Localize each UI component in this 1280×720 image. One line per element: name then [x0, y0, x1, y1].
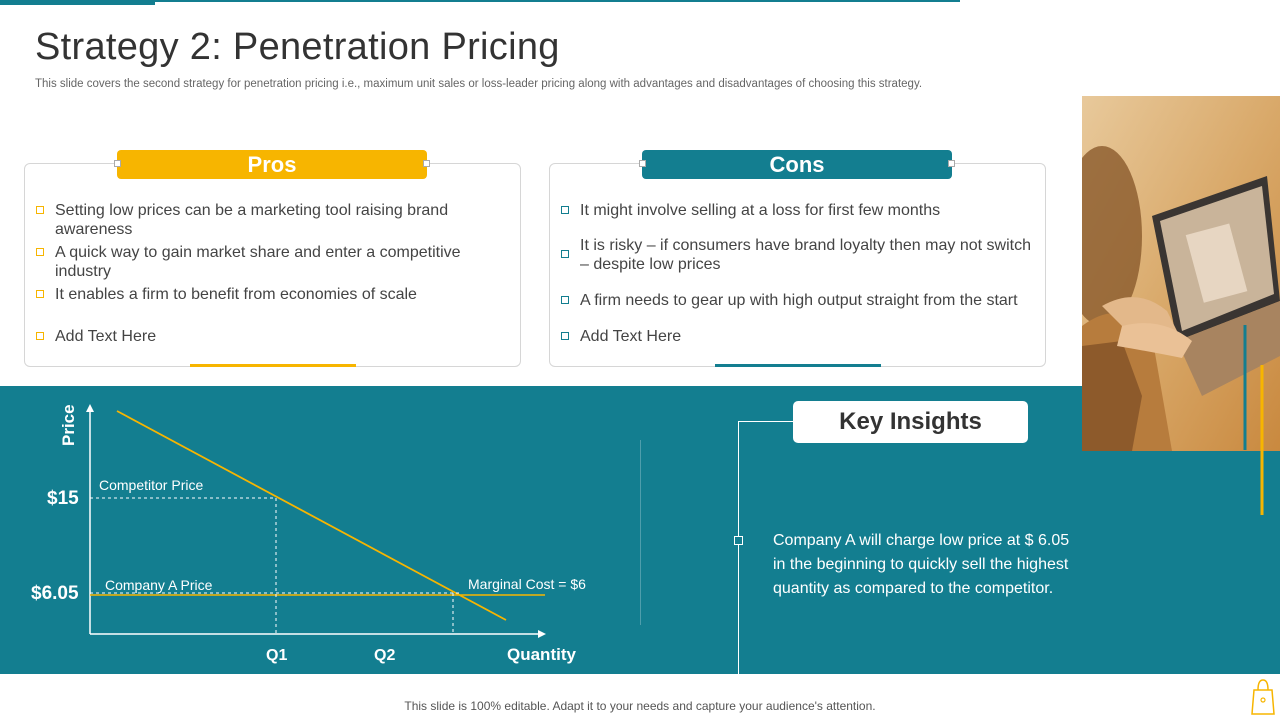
footer-note: This slide is 100% editable. Adapt it to…	[404, 699, 876, 713]
marginal-cost-label: Marginal Cost = $6	[468, 576, 586, 592]
cons-item: It might involve selling at a loss for f…	[561, 201, 1031, 220]
header-handle-right	[948, 160, 955, 167]
demand-line	[116, 410, 507, 621]
chart-divider	[640, 440, 641, 625]
insights-band	[0, 386, 1280, 674]
competitor-price-label: Competitor Price	[99, 477, 203, 493]
y-axis-label: Price	[59, 404, 78, 446]
top-rule-accent	[0, 0, 155, 5]
pros-header: Pros	[114, 150, 430, 179]
x-axis-arrow	[538, 630, 546, 638]
y-axis-arrow	[86, 404, 94, 412]
cons-item: Add Text Here	[561, 327, 1031, 346]
photo-accent-lines	[1243, 325, 1264, 515]
insights-connector-vertical	[738, 421, 739, 674]
header-handle-right	[423, 160, 430, 167]
square-bullet-icon	[561, 332, 569, 340]
company-price-label: Company A Price	[105, 577, 213, 593]
insights-bullet-icon	[734, 536, 743, 545]
square-bullet-icon	[36, 290, 44, 298]
price-quantity-chart: Price $15 $6.05 Competitor Price Company…	[31, 404, 586, 664]
q1-label: Q1	[266, 647, 287, 664]
pros-bottom-bar	[190, 364, 356, 367]
square-bullet-icon	[36, 206, 44, 214]
price-low-label: $6.05	[31, 583, 79, 604]
page-title: Strategy 2: Penetration Pricing	[35, 26, 560, 68]
square-bullet-icon	[561, 206, 569, 214]
pros-item: A quick way to gain market share and ent…	[36, 243, 506, 281]
page-subtitle: This slide covers the second strategy fo…	[35, 78, 923, 90]
shopping-bag-icon	[1251, 679, 1275, 715]
price-high-label: $15	[47, 488, 79, 509]
pros-item: Setting low prices can be a marketing to…	[36, 201, 506, 239]
cons-card: Cons It might involve selling at a loss …	[549, 150, 1046, 367]
q2-label: Q2	[374, 647, 395, 664]
cons-item: A firm needs to gear up with high output…	[561, 291, 1031, 310]
cons-bottom-bar	[715, 364, 881, 367]
square-bullet-icon	[36, 248, 44, 256]
key-insights-text: Company A will charge low price at $ 6.0…	[773, 532, 1070, 597]
square-bullet-icon	[561, 296, 569, 304]
pros-item: It enables a firm to benefit from econom…	[36, 285, 506, 304]
key-insights-title: Key Insights	[793, 401, 1028, 443]
cons-item: It is risky – if consumers have brand lo…	[561, 236, 1031, 274]
square-bullet-icon	[36, 332, 44, 340]
pros-item: Add Text Here	[36, 327, 506, 346]
pros-card: Pros Setting low prices can be a marketi…	[24, 150, 521, 367]
insights-connector-horizontal	[738, 421, 793, 422]
header-handle-left	[114, 160, 121, 167]
cons-header-label: Cons	[769, 152, 825, 177]
pros-header-label: Pros	[247, 152, 297, 177]
square-bullet-icon	[561, 250, 569, 258]
header-handle-left	[639, 160, 646, 167]
cons-header: Cons	[639, 150, 955, 179]
top-rule	[0, 0, 960, 2]
x-axis-label: Quantity	[507, 645, 576, 664]
laptop-user-photo	[1082, 96, 1280, 451]
